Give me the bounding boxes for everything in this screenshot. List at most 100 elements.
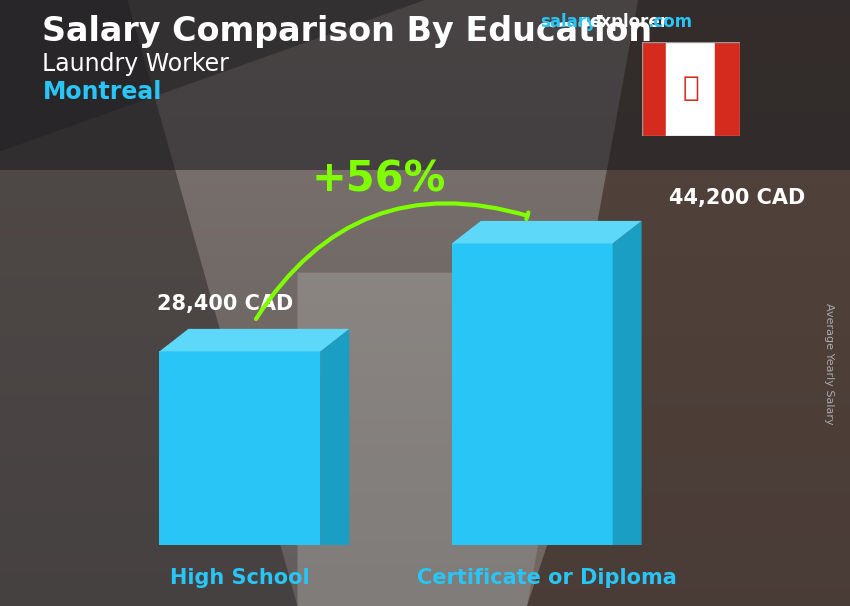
Bar <box>0 121 850 124</box>
Bar <box>0 91 850 94</box>
Bar <box>0 279 850 282</box>
Bar <box>642 42 666 136</box>
Bar <box>0 430 850 433</box>
Bar <box>0 270 850 273</box>
Bar <box>0 388 850 391</box>
Bar <box>0 136 850 139</box>
Bar <box>0 133 850 136</box>
Bar <box>0 524 850 527</box>
Bar <box>0 318 850 321</box>
Polygon shape <box>320 329 349 545</box>
Bar <box>0 109 850 112</box>
Bar <box>0 385 850 388</box>
Bar <box>0 494 850 497</box>
Bar <box>0 55 850 58</box>
Bar <box>0 409 850 412</box>
Polygon shape <box>0 0 425 152</box>
Bar <box>0 321 850 324</box>
Bar <box>0 188 850 191</box>
Bar <box>0 442 850 445</box>
Bar <box>0 373 850 376</box>
Bar <box>0 15 850 18</box>
Bar <box>0 85 850 88</box>
Bar <box>0 342 850 345</box>
Polygon shape <box>452 221 642 244</box>
Text: salary: salary <box>540 13 597 32</box>
Bar <box>0 406 850 409</box>
Bar <box>0 600 850 603</box>
Bar <box>0 597 850 600</box>
Bar <box>0 521 850 524</box>
Bar <box>0 255 850 258</box>
Bar <box>0 24 850 27</box>
Bar <box>0 518 850 521</box>
Bar <box>0 591 850 594</box>
Bar <box>0 3 850 6</box>
Bar <box>0 330 850 333</box>
Bar <box>0 52 850 55</box>
Bar <box>0 33 850 36</box>
Bar <box>0 42 850 45</box>
Bar <box>0 236 850 239</box>
Bar <box>0 561 850 564</box>
Bar <box>0 594 850 597</box>
Bar <box>0 412 850 415</box>
Bar <box>0 79 850 82</box>
Bar <box>0 458 850 461</box>
Bar <box>0 148 850 152</box>
Bar <box>0 12 850 15</box>
Bar <box>0 548 850 551</box>
Bar <box>0 276 850 279</box>
Bar <box>0 239 850 242</box>
Bar <box>0 355 850 358</box>
Bar <box>0 382 850 385</box>
Bar <box>0 36 850 39</box>
Bar <box>0 448 850 451</box>
Bar <box>0 397 850 400</box>
Bar <box>0 251 850 255</box>
Bar <box>0 167 850 170</box>
Bar <box>0 285 850 288</box>
Bar <box>0 421 850 424</box>
Bar <box>0 467 850 470</box>
Bar <box>0 185 850 188</box>
Bar <box>0 551 850 554</box>
Bar <box>0 264 850 267</box>
Bar <box>0 351 850 355</box>
Bar <box>0 82 850 85</box>
Bar <box>0 30 850 33</box>
Bar <box>0 282 850 285</box>
Bar <box>0 58 850 61</box>
Bar <box>0 542 850 545</box>
Bar <box>0 497 850 500</box>
Bar <box>0 291 850 294</box>
Bar <box>0 106 850 109</box>
Bar <box>0 179 850 182</box>
Bar <box>0 61 850 64</box>
Text: Laundry Worker: Laundry Worker <box>42 52 230 76</box>
Bar <box>0 488 850 491</box>
Bar <box>0 376 850 379</box>
Bar <box>0 585 850 588</box>
Bar <box>0 336 850 339</box>
Bar <box>0 300 850 303</box>
Bar <box>0 418 850 421</box>
Bar <box>0 267 850 270</box>
Bar <box>0 570 850 573</box>
Bar <box>0 403 850 406</box>
Text: 🍁: 🍁 <box>683 75 699 102</box>
Bar <box>0 464 850 467</box>
Bar <box>0 94 850 97</box>
Bar <box>0 142 850 145</box>
Bar <box>0 197 850 200</box>
Bar <box>0 603 850 606</box>
Bar <box>0 242 850 245</box>
Bar <box>0 45 850 48</box>
Bar <box>0 70 850 73</box>
Bar <box>0 485 850 488</box>
Bar <box>0 206 850 209</box>
Bar <box>0 48 850 52</box>
Bar <box>0 461 850 464</box>
Bar <box>0 158 850 161</box>
Bar <box>0 476 850 479</box>
